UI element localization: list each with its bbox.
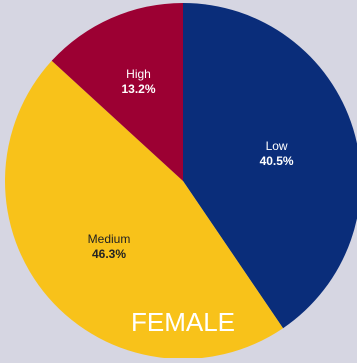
pie-slices bbox=[4, 3, 357, 360]
slice-value-medium: 46.3% bbox=[92, 247, 126, 261]
chart-caption: FEMALE bbox=[131, 307, 235, 337]
pie-slice-medium bbox=[4, 60, 284, 360]
slice-value-low: 40.5% bbox=[260, 154, 294, 168]
pie-slice-high bbox=[51, 3, 183, 181]
slice-value-high: 13.2% bbox=[121, 82, 155, 96]
pie-slice-low bbox=[183, 3, 357, 329]
slice-label-high: High bbox=[126, 67, 151, 81]
slice-label-low: Low bbox=[266, 139, 288, 153]
slice-label-medium: Medium bbox=[88, 232, 131, 246]
